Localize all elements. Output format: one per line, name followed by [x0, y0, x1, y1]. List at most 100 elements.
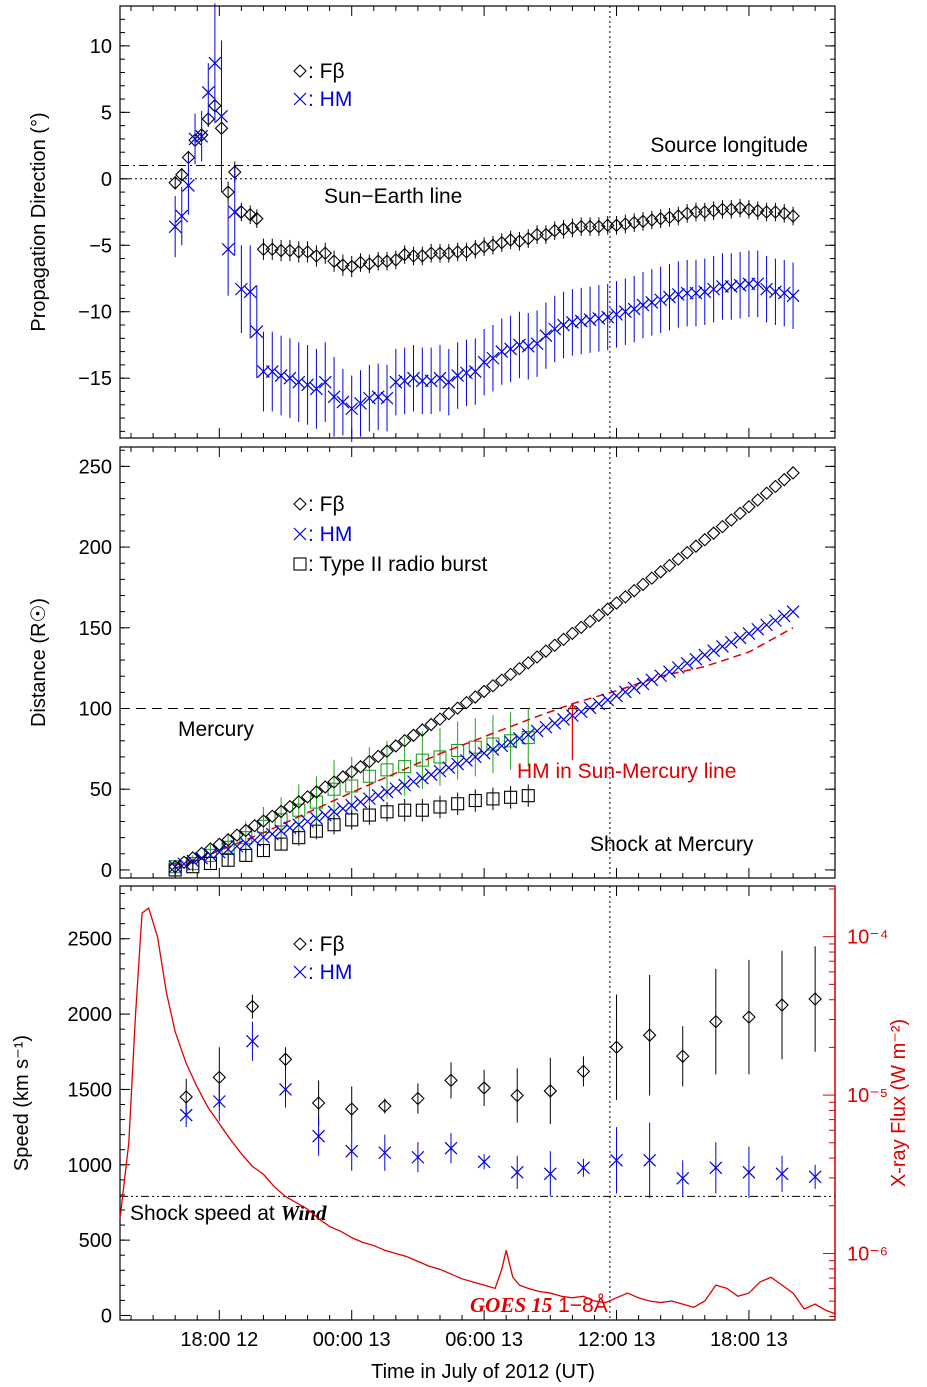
fbeta-point — [733, 201, 747, 215]
type2-point — [168, 863, 182, 877]
hm-point — [654, 669, 668, 683]
fbeta-point — [477, 684, 491, 699]
hm-point — [411, 1150, 425, 1164]
y-tick-label: 500 — [79, 1230, 112, 1252]
fbeta-point — [618, 590, 633, 604]
fbeta-point — [353, 255, 368, 270]
y2-tick-label: 10⁻⁵ — [847, 1085, 888, 1107]
fbeta-point — [786, 209, 800, 223]
fbeta-point — [706, 526, 721, 540]
fbeta-point — [775, 998, 789, 1012]
hm-point — [777, 286, 791, 300]
fbeta-point — [503, 233, 518, 247]
source-longitude-label: Source longitude — [650, 134, 808, 157]
y2-tick-label: 10⁻⁶ — [847, 1243, 888, 1265]
hm-point — [318, 375, 332, 389]
y-tick-label: 0 — [101, 1305, 112, 1327]
fbeta-point — [645, 571, 659, 585]
fbeta-point — [344, 259, 359, 274]
fbeta-point — [168, 176, 182, 190]
fbeta-point — [175, 168, 189, 182]
type2-point — [504, 790, 518, 804]
hm-point — [530, 337, 544, 351]
y-tick-label: 5 — [101, 102, 112, 124]
hm-point — [212, 1095, 226, 1108]
plot-frame — [119, 5, 836, 439]
hm-point — [265, 827, 279, 841]
fbeta-point — [808, 992, 822, 1006]
fbeta-point — [344, 1102, 359, 1116]
fbeta-point — [336, 258, 350, 272]
fbeta-point — [459, 695, 474, 710]
hm-point — [618, 305, 632, 319]
hm-point — [398, 374, 412, 388]
fbeta-point — [265, 242, 280, 257]
type2-point — [398, 803, 412, 817]
type2-point — [451, 797, 465, 811]
hm-point — [215, 109, 228, 123]
hm-point — [760, 282, 774, 296]
x-tick-label: 12:00 13 — [578, 1329, 656, 1351]
hm-point — [378, 1146, 392, 1160]
hm-point — [433, 764, 447, 778]
hm-point — [327, 805, 341, 819]
fbeta-point — [477, 1081, 491, 1095]
hm-point — [577, 1161, 590, 1175]
fbeta-point — [406, 728, 421, 743]
fbeta-point — [680, 545, 694, 560]
fbeta-point — [353, 759, 368, 774]
fbeta-point — [574, 620, 588, 635]
fbeta-point — [309, 785, 324, 799]
x-tick-label: 00:00 13 — [313, 1329, 391, 1351]
fbeta-point — [600, 218, 615, 233]
hm-point — [786, 289, 800, 303]
hm-point — [698, 285, 712, 299]
fbeta-point — [291, 245, 306, 259]
fbeta-point — [715, 202, 730, 217]
hm-point — [548, 322, 562, 336]
goes-label-band: 1−8Å — [552, 1294, 607, 1317]
y-tick-label: 1000 — [68, 1155, 113, 1177]
hm-point — [301, 378, 315, 392]
x-tick-label: 18:00 13 — [710, 1329, 788, 1351]
hm-point — [548, 716, 562, 730]
fbeta-point — [406, 249, 421, 263]
fbeta-point — [768, 479, 783, 494]
hm-point — [521, 339, 535, 353]
hm-point — [742, 1165, 756, 1179]
hm-point — [698, 648, 712, 662]
fbeta-point — [450, 245, 465, 259]
fbeta-point — [415, 723, 430, 737]
hm-point — [627, 681, 641, 695]
hm-point — [195, 129, 209, 143]
hm-point — [574, 705, 588, 719]
hm-point — [336, 802, 350, 815]
hm-point — [539, 720, 553, 734]
type2-point — [433, 800, 447, 814]
fbeta-point — [433, 246, 447, 261]
hm-point — [336, 395, 350, 409]
type2-point — [327, 818, 341, 832]
hm-point — [181, 179, 195, 192]
xray-flux-curve — [119, 907, 836, 1315]
y-tick-label: 100 — [79, 699, 112, 721]
fbeta-point — [592, 608, 606, 623]
hm-point — [645, 295, 659, 309]
hm-point — [768, 614, 782, 627]
legend-label: : HM — [308, 961, 352, 984]
fbeta-point — [194, 846, 209, 861]
fbeta-point — [265, 809, 280, 824]
fbeta-point — [168, 859, 182, 874]
hm-point — [477, 355, 491, 369]
fbeta-point — [186, 851, 200, 865]
hm-point — [557, 318, 570, 332]
hm-point — [228, 205, 242, 219]
hm-point — [751, 622, 765, 636]
y-tick-label: 250 — [79, 456, 112, 478]
fbeta-point — [715, 519, 730, 534]
fbeta-point — [256, 242, 271, 257]
legend-marker — [293, 557, 307, 571]
fbeta-point — [444, 1073, 458, 1088]
fbeta-point — [274, 243, 288, 258]
fbeta-point — [239, 823, 253, 838]
